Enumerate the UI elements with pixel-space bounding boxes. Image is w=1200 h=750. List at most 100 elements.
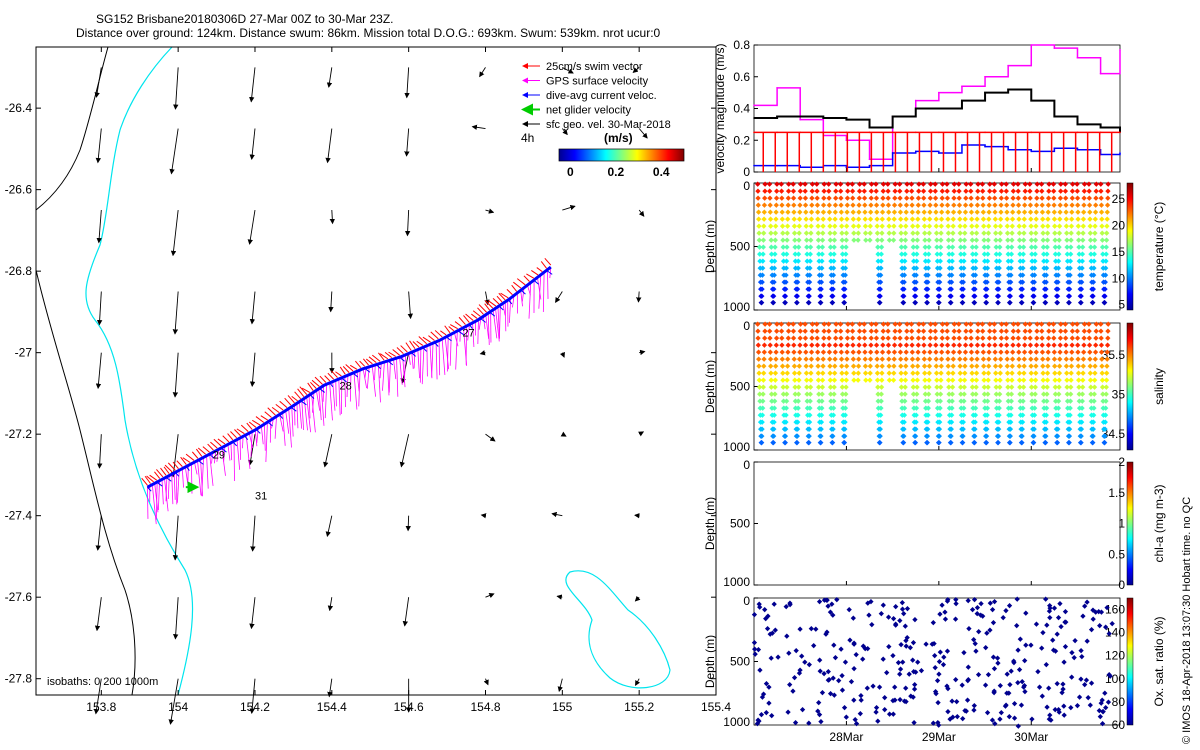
profile-point: ◆ — [913, 300, 919, 307]
swim-vector — [195, 448, 203, 457]
profile-point: ◆ — [783, 286, 789, 293]
profile-point: ◆ — [903, 623, 909, 630]
profile-point: ◆ — [916, 202, 922, 209]
profile-point: ◆ — [787, 681, 793, 688]
profile-point: ◆ — [998, 223, 1004, 230]
profile-point: ◆ — [886, 342, 892, 349]
profile-point: ◆ — [1003, 181, 1009, 188]
profile-point: ◆ — [862, 328, 868, 335]
profile-point: ◆ — [944, 321, 950, 328]
profile-point: ◆ — [806, 300, 812, 307]
profile-point: ◆ — [760, 398, 766, 405]
velocity-point — [891, 115, 894, 118]
profile-point: ◆ — [885, 181, 891, 188]
velocity-point — [799, 118, 802, 121]
geo-vector — [479, 350, 486, 356]
profile-point: ◆ — [803, 202, 809, 209]
profile-point: ◆ — [957, 202, 963, 209]
profile-point: ◆ — [797, 667, 803, 674]
profile-point: ◆ — [1063, 195, 1069, 202]
profile-point: ◆ — [850, 321, 856, 328]
gps-vector — [165, 476, 168, 502]
profile-point: ◆ — [926, 244, 932, 251]
profile-point: ◆ — [946, 370, 952, 377]
depth-axis-label: Depth (m) — [703, 220, 717, 273]
geo-vector — [248, 434, 256, 466]
profile-point: ◆ — [945, 686, 951, 693]
profile-point: ◆ — [856, 216, 862, 223]
geo-vector — [327, 678, 333, 698]
profile-point: ◆ — [1020, 419, 1026, 426]
current-vector — [546, 269, 553, 275]
profile-point: ◆ — [1010, 342, 1016, 349]
profile-point: ◆ — [809, 342, 815, 349]
profile-point: ◆ — [843, 244, 849, 251]
profile-point: ◆ — [893, 621, 899, 628]
profile-point: ◆ — [851, 615, 857, 622]
profile-point: ◆ — [981, 237, 987, 244]
profile-point: ◆ — [992, 181, 998, 188]
profile-point: ◆ — [795, 426, 801, 433]
profile-point: ◆ — [839, 237, 845, 244]
swim-vector — [213, 438, 222, 447]
profile-point: ◆ — [915, 209, 921, 216]
profile-point: ◆ — [1039, 321, 1045, 328]
profile-point: ◆ — [974, 223, 980, 230]
gps-vector — [453, 332, 459, 347]
profile-point: ◆ — [981, 370, 987, 377]
profile-point: ◆ — [1077, 258, 1083, 265]
profile-point: ◆ — [761, 216, 767, 223]
profile-point: ◆ — [950, 244, 956, 251]
profile-point: ◆ — [899, 377, 905, 384]
profile-point: ◆ — [911, 719, 917, 726]
profile-point: ◆ — [828, 265, 834, 272]
profile-point: ◆ — [821, 349, 827, 356]
profile-point: ◆ — [831, 412, 837, 419]
profile-point: ◆ — [809, 356, 815, 363]
profile-point: ◆ — [922, 216, 928, 223]
current-vector — [319, 388, 325, 393]
profile-point: ◆ — [1045, 363, 1051, 370]
current-vector — [468, 324, 473, 329]
profile-point: ◆ — [987, 188, 993, 195]
gps-vector — [538, 274, 542, 309]
current-vector — [364, 367, 371, 373]
profile-point: ◆ — [818, 426, 824, 433]
profile-point: ◆ — [963, 195, 969, 202]
colorbar-label: temperature (°C) — [1152, 202, 1166, 292]
profile-point: ◆ — [914, 405, 920, 412]
profile-point: ◆ — [1069, 209, 1075, 216]
profile-point: ◆ — [910, 237, 916, 244]
profile-point: ◆ — [841, 419, 847, 426]
profile-point: ◆ — [868, 356, 874, 363]
profile-point: ◆ — [1044, 412, 1050, 419]
profile-point: ◆ — [874, 342, 880, 349]
velocity-point — [984, 131, 986, 134]
profile-point: ◆ — [866, 612, 872, 619]
profile-point: ◆ — [978, 600, 984, 607]
profile-point: ◆ — [948, 300, 954, 307]
profile-point: ◆ — [1099, 609, 1105, 616]
profile-point: ◆ — [974, 370, 980, 377]
profile-point: ◆ — [1011, 658, 1017, 665]
profile-point: ◆ — [1046, 685, 1052, 692]
profile-point: ◆ — [1081, 216, 1087, 223]
profile-point: ◆ — [770, 630, 776, 637]
profile-point: ◆ — [912, 616, 918, 623]
profile-point: ◆ — [1080, 377, 1086, 384]
swim-vector — [536, 267, 543, 273]
chla-panel-frame — [753, 461, 1121, 586]
profile-point: ◆ — [992, 209, 998, 216]
profile-point: ◆ — [1092, 370, 1098, 377]
profile-point: ◆ — [957, 223, 963, 230]
profile-point: ◆ — [1069, 230, 1075, 237]
profile-point: ◆ — [1067, 426, 1073, 433]
current-vector — [498, 305, 504, 311]
profile-point: ◆ — [797, 626, 803, 633]
profile-point: ◆ — [841, 433, 847, 440]
profile-point: ◆ — [982, 251, 988, 258]
profile-point: ◆ — [886, 335, 892, 342]
profile-point: ◆ — [805, 398, 811, 405]
profile-point: ◆ — [773, 356, 779, 363]
profile-point: ◆ — [873, 321, 879, 328]
